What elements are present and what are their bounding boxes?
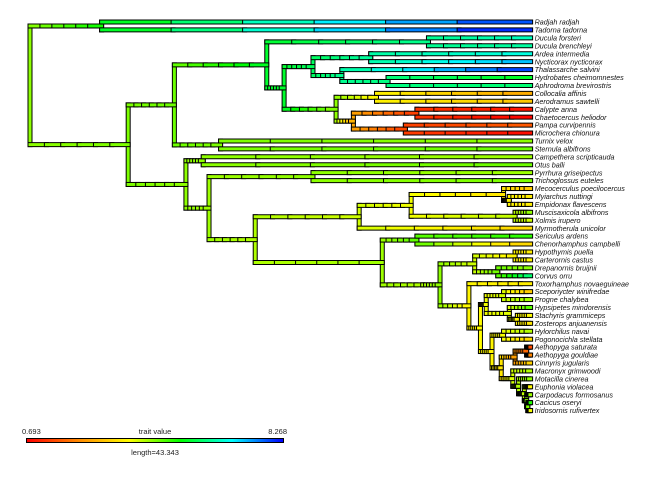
- tip-label: Motacilla cinerea: [535, 374, 589, 383]
- tip-label: Stachyris grammiceps: [535, 311, 606, 320]
- tip-label: Mecocerculus poecilocercus: [535, 184, 626, 193]
- tip-label: Hypothymis puella: [535, 248, 594, 257]
- tip-label: Pampa curvipennis: [535, 121, 597, 130]
- tip-label: Sericulus ardens: [535, 232, 589, 241]
- tip-label: Turnix velox: [535, 137, 574, 146]
- color-legend: 0.693 trait value 8.268 length=43.343: [22, 427, 287, 457]
- tip-label: Aphrodroma brevirostris: [534, 81, 612, 90]
- tip-label: Xolmis irupero: [534, 216, 581, 225]
- tip-label: Chaetocercus heliodor: [535, 113, 608, 122]
- tip-label: Radjah radjah: [535, 18, 580, 27]
- tip-label: Iridosornis rufivertex: [535, 406, 600, 415]
- tip-label: Sternula albifrons: [535, 144, 591, 153]
- tip-label: Hylorchilus navai: [535, 327, 590, 336]
- tip-label: Aethopyga saturata: [534, 343, 597, 352]
- tree-branches: [27, 19, 534, 414]
- tip-label: Ducula brenchleyi: [535, 41, 593, 50]
- tip-label: Ardea intermedia: [534, 49, 590, 58]
- tip-label: Macronyx grimwoodi: [535, 367, 601, 376]
- tip-label: Toxorhamphus novaeguineae: [535, 279, 629, 288]
- tip-label: Muscisaxicola albifrons: [535, 208, 609, 217]
- tip-label: Zosterops anjuanensis: [534, 319, 608, 328]
- legend-min-label: 0.693: [22, 427, 41, 436]
- tip-label: Carpodacus formosanus: [535, 390, 614, 399]
- tip-label: Tadorna tadorna: [535, 26, 587, 35]
- tip-label: Hydrobates cheimomnestes: [535, 73, 624, 82]
- tip-label: Thalassarche salvini: [535, 65, 601, 74]
- legend-max-label: 8.268: [268, 427, 287, 436]
- tip-label: Pogonocichla stellata: [535, 335, 603, 344]
- tip-label: Hypsipetes mindorensis: [535, 303, 612, 312]
- tip-label: Calypte anna: [535, 105, 577, 114]
- tip-label: Progne chalybea: [535, 295, 589, 304]
- tip-label: Cacicus oseryi: [535, 398, 582, 407]
- legend-color-bar: [27, 439, 283, 442]
- tip-label: Euphonia violacea: [535, 382, 594, 391]
- tip-label: Myrmotherula unicolor: [535, 224, 607, 233]
- legend-scale-label: length=43.343: [131, 448, 179, 457]
- tip-label: Microchera chionura: [535, 129, 600, 138]
- tip-label: Chenorhamphus campbelli: [535, 240, 621, 249]
- tip-label: Sceporiycter winifredae: [535, 287, 610, 296]
- legend-title: trait value: [139, 427, 172, 436]
- tip-label: Ducula forsteri: [535, 33, 582, 42]
- tip-label: Aethopyga gouldiae: [534, 351, 599, 360]
- tip-label: Otus balli: [535, 160, 565, 169]
- tip-label: Corvus orru: [535, 271, 573, 280]
- tip-label: Pyrrhura griseipectus: [535, 168, 603, 177]
- tip-label: Campethera scripticauda: [535, 152, 615, 161]
- tip-label: Nycticorax nycticorax: [535, 57, 603, 66]
- tip-label: Drepanornis bruijnii: [535, 263, 597, 272]
- tip-label: Collocalia affinis: [535, 89, 587, 98]
- tip-label: Carterornis castus: [535, 256, 594, 265]
- tip-label: Cinnyris jugularis: [535, 359, 590, 368]
- tip-label: Trichoglossus euteles: [535, 176, 604, 185]
- tip-label: Myiarchus nuttingi: [535, 192, 593, 201]
- tip-label: Empidonax flavescens: [535, 200, 607, 209]
- tip-label: Aerodramus sawtelli: [534, 97, 600, 106]
